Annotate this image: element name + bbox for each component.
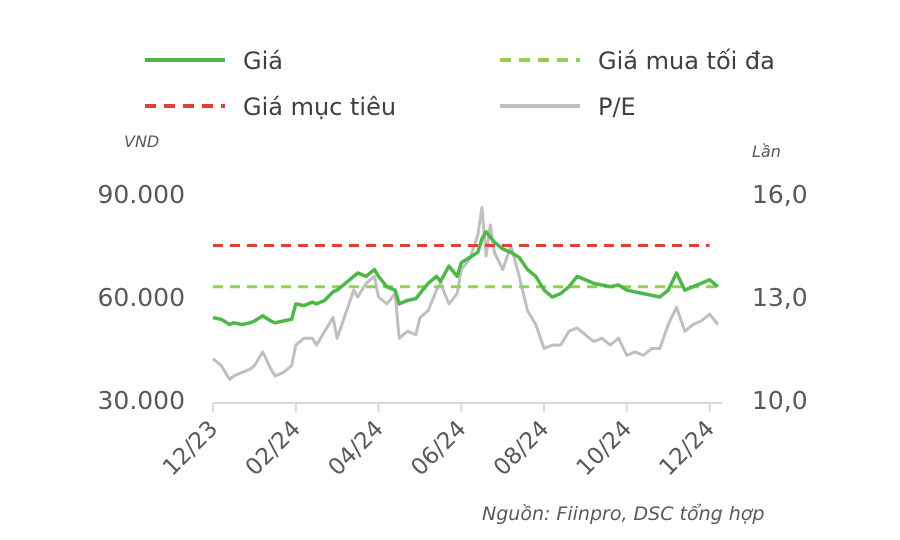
x-axis: 12/23 02/24 04/24 06/24 08/24 10/24 12/24: [158, 402, 722, 481]
left-axis-unit: VND: [124, 132, 159, 151]
left-tick-label: 30.000: [98, 386, 185, 415]
right-axis-unit: Lần: [752, 142, 781, 161]
right-tick-label: 13,0: [752, 283, 808, 312]
x-tick-label: 04/24: [324, 416, 389, 481]
x-tick-label: 02/24: [241, 416, 306, 481]
x-tick-label: 08/24: [489, 416, 554, 481]
plot-area: [212, 206, 720, 381]
right-tick-label: 10,0: [752, 386, 808, 415]
legend-label-gia_muc_tieu: Giá mục tiêu: [243, 93, 396, 121]
x-tick-label: 10/24: [572, 416, 637, 481]
legend-label-pe: P/E: [598, 93, 636, 121]
series-line-pe: [212, 206, 720, 381]
legend-label-gia_mua_toi_da: Giá mua tối đa: [598, 47, 775, 75]
x-tick-label: 12/23: [158, 416, 223, 481]
right-axis: 16,0 13,0 10,0: [752, 180, 808, 415]
x-tick-label: 12/24: [655, 416, 720, 481]
legend: Giá Giá mua tối đa Giá mục tiêu P/E: [145, 47, 775, 121]
x-tick-label: 06/24: [406, 416, 471, 481]
left-axis: 90.000 60.000 30.000: [98, 180, 185, 415]
legend-label-gia: Giá: [243, 47, 283, 75]
left-tick-label: 60.000: [98, 283, 185, 312]
right-tick-label: 16,0: [752, 180, 808, 209]
source-note: Nguồn: Fiinpro, DSC tổng hợp: [482, 503, 764, 525]
series-line-gia: [212, 230, 720, 327]
left-tick-label: 90.000: [98, 180, 185, 209]
